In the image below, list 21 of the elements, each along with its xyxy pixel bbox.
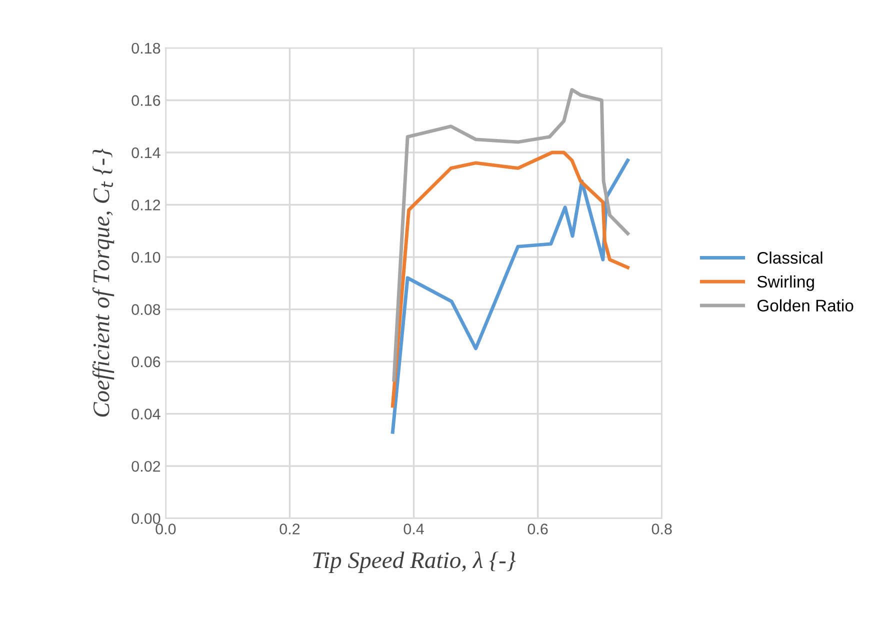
y-tick-label: 0.06 [132,356,160,368]
y-tick-label: 0.14 [132,147,160,158]
legend-label: Golden Ratio [757,299,854,312]
y-axis-title: Coefficient of Torque, C$_{t}$ {-} [92,148,114,417]
line-series [392,88,630,382]
y-tick-label: 0.02 [132,460,160,472]
x-tick-label: 0.6 [528,524,548,534]
y-tick-label: 0.04 [132,408,160,420]
x-tick-label: 0.2 [280,524,300,534]
x-tick-label: 0.4 [404,524,424,534]
y-tick-label: 0.10 [132,252,160,263]
legend-label: Classical [757,252,822,264]
y-tick-label: 0.00 [132,513,160,524]
y-tick-label: 0.18 [132,42,160,54]
y-tick-label: 0.16 [132,95,160,106]
y-tick-label: 0.12 [132,200,160,210]
y-tick-label: 0.08 [132,304,160,315]
x-tick-label: 0.8 [652,524,672,534]
x-axis-title: Tip Speed Ratio, λ {-} [313,551,516,573]
x-tick-label: 0.0 [156,524,176,534]
legend-label: Swirling [757,275,814,291]
